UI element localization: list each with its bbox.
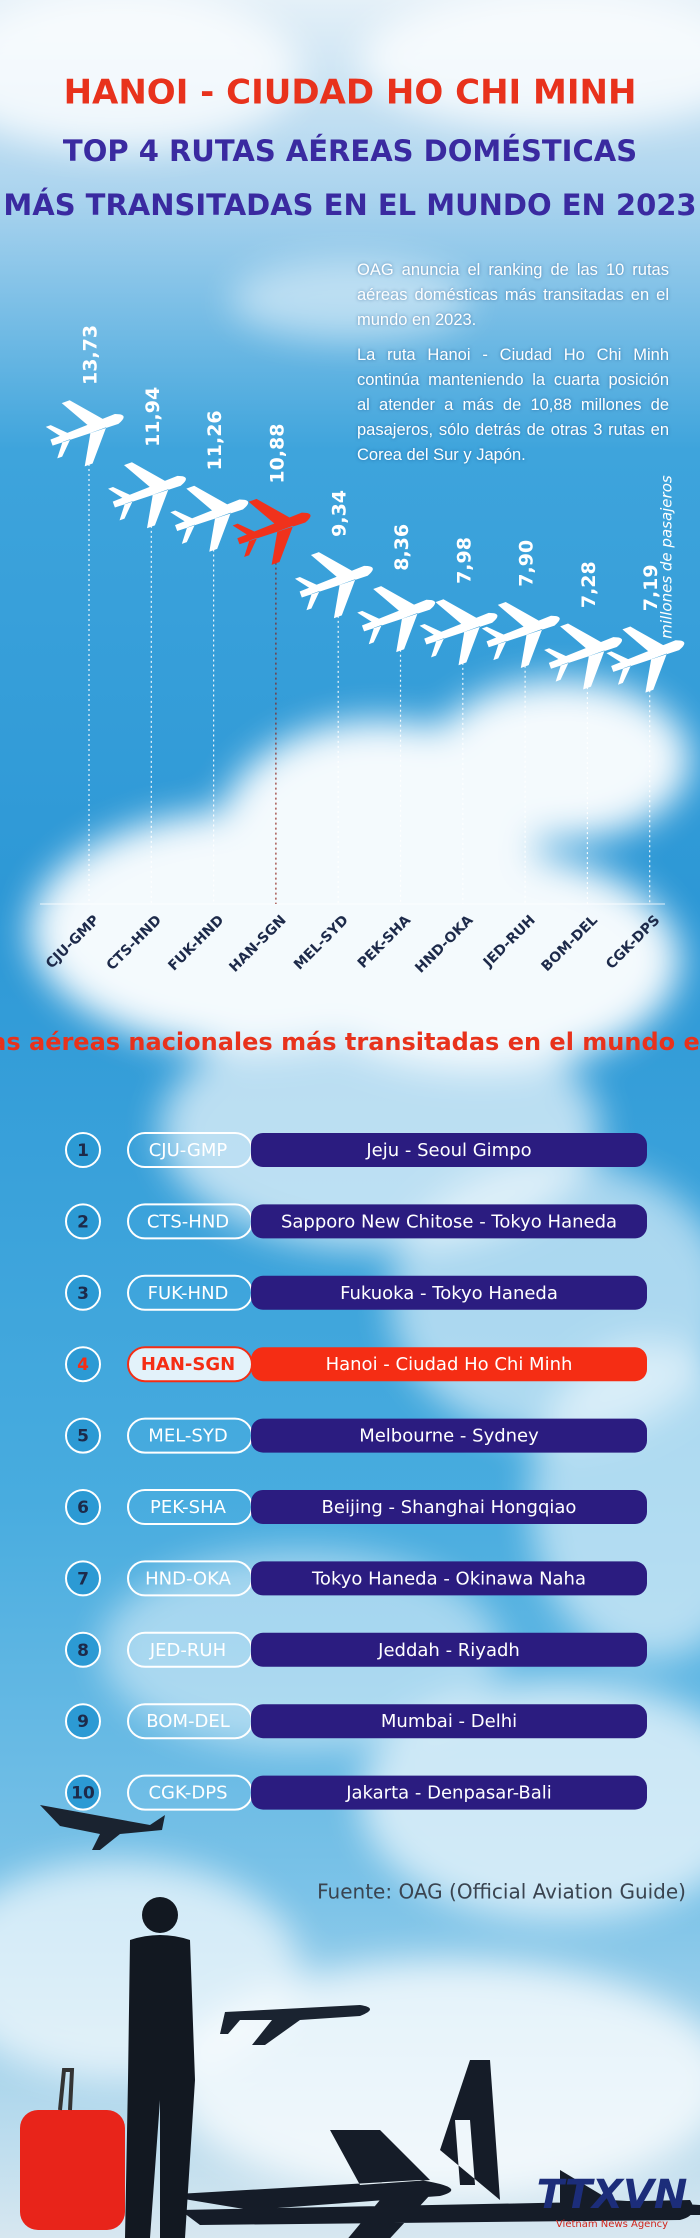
- traveller-silhouette: [125, 1897, 195, 2238]
- rank-badge: [65, 1346, 101, 1383]
- value-label: 11,26: [204, 410, 226, 470]
- rank-number: 5: [77, 1427, 89, 1447]
- plane: [108, 462, 186, 529]
- route-code: BOM-DEL: [146, 1711, 230, 1732]
- rank-number: 4: [77, 1355, 89, 1375]
- route-name: Melbourne - Sydney: [359, 1426, 539, 1447]
- route-bar: [251, 1418, 647, 1453]
- route-name: Fukuoka - Tokyo Haneda: [340, 1283, 558, 1304]
- route-code: HAN-SGN: [141, 1354, 235, 1375]
- plane-silhouette: [220, 2005, 370, 2045]
- route-name: Jeju - Seoul Gimpo: [365, 1140, 531, 1161]
- value-label: 7,19: [640, 564, 662, 611]
- rank-badge: [65, 1203, 101, 1240]
- subtitle: TOP 4 RUTAS AÉREAS DOMÉSTICAS: [63, 134, 637, 168]
- route-bar: [251, 1775, 647, 1810]
- route-bar: [251, 1133, 647, 1167]
- route-code: FUK-HND: [148, 1283, 229, 1304]
- value-label: 9,34: [329, 490, 351, 537]
- route-bar: [251, 1561, 647, 1596]
- route-name: Jeddah - Riyadh: [377, 1640, 520, 1661]
- y-axis-label: millones de pasajeros: [658, 475, 676, 639]
- category-label: CTS-HND: [104, 912, 165, 973]
- route-code: CJU-GMP: [149, 1140, 228, 1161]
- value-label: 13,73: [80, 325, 102, 385]
- description-paragraph: La ruta Hanoi - Ciudad Ho Chi Minh conti…: [357, 346, 669, 464]
- route-name: Sapporo New Chitose - Tokyo Haneda: [281, 1211, 617, 1232]
- airliner-silhouette: [160, 2060, 700, 2238]
- value-label: 10,88: [266, 423, 288, 483]
- route-code: HND-OKA: [145, 1568, 232, 1589]
- rank-badge: [65, 1774, 101, 1811]
- subtitle: MÁS TRANSITADAS EN EL MUNDO EN 2023: [3, 188, 696, 222]
- category-label: MEL-SYD: [291, 912, 352, 973]
- value-label: 11,94: [142, 387, 164, 447]
- rank-number: 7: [77, 1569, 89, 1589]
- category-label: PEK-SHA: [355, 912, 414, 971]
- route-bar: [251, 1632, 647, 1667]
- category-label: HND-OKA: [412, 912, 476, 976]
- logo: TTXVN: [537, 2172, 688, 2218]
- route-bar: [251, 1347, 647, 1382]
- value-label: 7,90: [516, 540, 538, 587]
- route-name: Jakarta - Denpasar-Bali: [345, 1783, 552, 1804]
- plane: [419, 599, 498, 666]
- rank-badge: [65, 1132, 101, 1168]
- rank-badge: [65, 1274, 101, 1311]
- route-code: CGK-DPS: [148, 1783, 227, 1804]
- plane-silhouette: [40, 1805, 165, 1850]
- route-bar: [251, 1490, 647, 1524]
- rank-number: 3: [77, 1284, 89, 1304]
- plane: [481, 601, 560, 669]
- category-label: JED-RUH: [480, 912, 539, 971]
- category-label: HAN-SGN: [226, 912, 289, 975]
- description: OAG anuncia el ranking de las 10 rutas a…: [357, 258, 669, 478]
- route-name: Tokyo Haneda - Okinawa Naha: [311, 1568, 586, 1589]
- plane: [357, 586, 436, 653]
- route-name: Hanoi - Ciudad Ho Chi Minh: [326, 1354, 573, 1375]
- plane: [294, 552, 373, 619]
- route-name: Beijing - Shanghai Hongqiao: [322, 1497, 577, 1518]
- rank-number: 8: [77, 1641, 89, 1661]
- plane: [606, 626, 685, 693]
- rank-number: 6: [77, 1498, 89, 1518]
- value-label: 8,36: [391, 524, 413, 571]
- category-label: BOM-DEL: [539, 912, 602, 975]
- ranking-title: 10 rutas aéreas nacionales más transitad…: [0, 1028, 700, 1056]
- route-code: JED-RUH: [149, 1640, 226, 1661]
- route-code: CTS-HND: [147, 1211, 229, 1232]
- rank-badge: [65, 1417, 101, 1454]
- rank-badge: [65, 1703, 101, 1740]
- route-bar: [251, 1204, 647, 1239]
- suitcase: [20, 2068, 125, 2230]
- category-label: CJU-GMP: [43, 912, 103, 972]
- rank-badge: [65, 1489, 101, 1525]
- plane: [45, 400, 124, 467]
- rank-badge: [65, 1560, 101, 1597]
- route-bar: [251, 1704, 647, 1739]
- description-paragraph: OAG anuncia el ranking de las 10 rutas a…: [357, 261, 669, 329]
- route-name: Mumbai - Delhi: [381, 1711, 517, 1732]
- plane: [232, 498, 311, 565]
- title: HANOI - CIUDAD HO CHI MINH: [64, 73, 637, 113]
- category-label: FUK-HND: [165, 912, 227, 974]
- rank-number: 10: [71, 1784, 95, 1804]
- route-bar: [251, 1275, 647, 1310]
- value-label: 7,98: [453, 537, 475, 584]
- logo-tagline: Vietnam News Agency: [556, 2219, 668, 2230]
- route-code: PEK-SHA: [150, 1497, 227, 1518]
- rank-number: 2: [77, 1212, 89, 1232]
- value-label: 7,28: [578, 561, 600, 608]
- rank-number: 9: [77, 1712, 89, 1732]
- plane: [544, 623, 622, 690]
- rank-number: 1: [77, 1141, 89, 1161]
- category-label: CGK-DPS: [603, 912, 663, 972]
- rank-badge: [65, 1631, 101, 1668]
- source: Fuente: OAG (Official Aviation Guide): [317, 1880, 686, 1904]
- plane: [170, 485, 249, 552]
- route-code: MEL-SYD: [148, 1426, 227, 1447]
